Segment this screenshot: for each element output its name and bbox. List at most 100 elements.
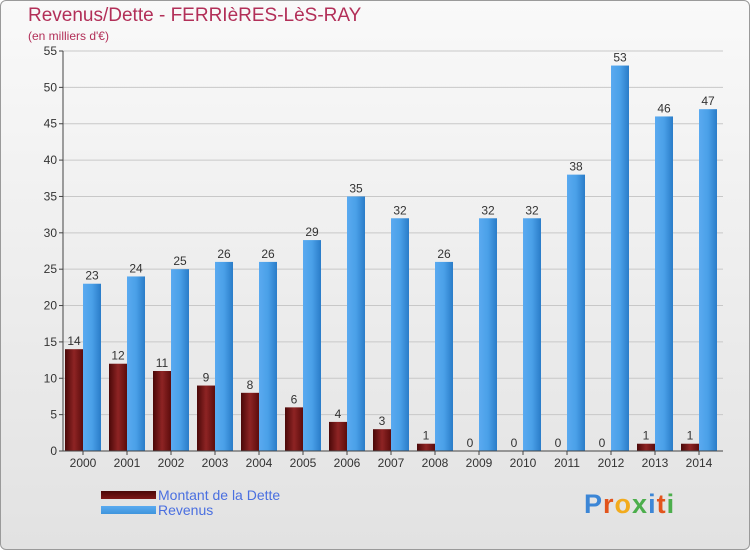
debt-value-label: 14 <box>67 334 81 348</box>
y-tick-label: 25 <box>44 262 58 276</box>
debt-value-label: 0 <box>599 436 606 450</box>
debt-value-label: 4 <box>335 407 342 421</box>
x-tick-label: 2012 <box>598 456 625 470</box>
x-tick-label: 2014 <box>686 456 713 470</box>
debt-value-label: 9 <box>203 371 210 385</box>
debt-bar <box>637 443 655 451</box>
revenue-value-label: 24 <box>129 261 143 275</box>
y-tick-label: 50 <box>44 80 58 94</box>
debt-bar <box>65 349 83 451</box>
y-tick-label: 40 <box>44 153 58 167</box>
revenue-bar <box>127 276 145 451</box>
debt-value-label: 12 <box>111 349 125 363</box>
y-tick-label: 10 <box>44 371 58 385</box>
debt-value-label: 1 <box>643 429 650 443</box>
revenue-bar <box>479 218 497 451</box>
revenue-value-label: 23 <box>85 269 99 283</box>
chart-subtitle: (en milliers d'€) <box>28 29 109 43</box>
y-tick-label: 20 <box>44 299 58 313</box>
revenue-bar <box>83 283 101 451</box>
debt-bar <box>285 407 303 451</box>
y-tick-label: 5 <box>50 408 57 422</box>
revenue-bar <box>171 269 189 451</box>
x-tick-label: 2009 <box>466 456 493 470</box>
data-labels: 1423122411259268266294353321260320320380… <box>67 51 715 450</box>
x-tick-label: 2011 <box>554 456 580 470</box>
logo-letter: t <box>656 489 667 519</box>
legend-item-debt: Montant de la Dette <box>101 487 280 503</box>
x-tick-label: 2004 <box>246 456 273 470</box>
legend-label-revenue: Revenus <box>158 501 214 518</box>
x-tick-label: 2002 <box>158 456 185 470</box>
debt-value-label: 0 <box>511 436 518 450</box>
legend: Montant de la Dette Revenus <box>101 487 280 518</box>
y-tick-label: 45 <box>44 117 58 131</box>
x-tick-label: 2006 <box>334 456 361 470</box>
revenue-bar <box>347 196 365 451</box>
debt-value-label: 8 <box>247 378 254 392</box>
legend-swatch-revenue <box>101 505 156 514</box>
debt-value-label: 0 <box>467 436 474 450</box>
y-tick-label: 0 <box>50 444 57 458</box>
logo-letter: r <box>603 489 615 519</box>
debt-bar <box>681 443 699 451</box>
debt-value-label: 11 <box>156 356 169 370</box>
logo-letter: i <box>648 489 657 519</box>
revenue-value-label: 46 <box>657 101 671 115</box>
y-axis: 0 5 10 15 20 25 30 35 40 45 50 55 <box>44 44 64 458</box>
debt-value-label: 0 <box>555 436 562 450</box>
revenue-bar <box>259 261 277 451</box>
y-tick-label: 55 <box>44 44 58 58</box>
x-tick-label: 2005 <box>290 456 317 470</box>
revenue-bar <box>435 261 453 451</box>
x-tick-label: 2001 <box>114 456 141 470</box>
revenue-bar <box>523 218 541 451</box>
debt-bar <box>109 363 127 451</box>
bar-series <box>65 65 717 452</box>
y-tick-label: 35 <box>44 189 58 203</box>
revenue-value-label: 26 <box>217 247 231 261</box>
revenue-value-label: 38 <box>569 160 583 174</box>
debt-bar <box>373 429 391 451</box>
x-tick-label: 2000 <box>70 456 97 470</box>
x-tick-label: 2010 <box>510 456 537 470</box>
revenue-value-label: 32 <box>393 203 407 217</box>
debt-bar <box>197 385 215 451</box>
revenue-value-label: 26 <box>437 247 451 261</box>
y-tick-label: 30 <box>44 226 58 240</box>
revenue-bar <box>567 174 585 452</box>
revenue-value-label: 29 <box>305 225 319 239</box>
proxiti-logo: Proxiti <box>584 489 675 520</box>
debt-value-label: 3 <box>379 414 386 428</box>
revenue-bar <box>655 116 673 452</box>
debt-bar <box>241 392 259 451</box>
revenue-value-label: 26 <box>261 247 275 261</box>
revenue-bar <box>699 109 717 451</box>
x-tick-label: 2003 <box>202 456 229 470</box>
x-axis: 2000 2001 2002 2003 2004 2005 2006 2007 2008 2009… <box>63 450 723 470</box>
x-tick-label: 2007 <box>378 456 405 470</box>
debt-value-label: 1 <box>687 429 694 443</box>
revenue-value-label: 32 <box>525 203 539 217</box>
logo-letter: o <box>614 489 633 519</box>
revenue-bar <box>303 240 321 451</box>
revenue-value-label: 35 <box>349 181 363 195</box>
logo-letter: i <box>666 489 676 519</box>
revenue-value-label: 25 <box>173 254 187 268</box>
revenue-bar <box>611 65 629 451</box>
revenue-value-label: 47 <box>701 94 715 108</box>
x-tick-label: 2008 <box>422 456 449 470</box>
debt-bar <box>153 371 171 451</box>
x-tick-label: 2013 <box>642 456 669 470</box>
logo-letter: x <box>632 489 649 519</box>
y-tick-label: 15 <box>44 335 58 349</box>
debt-value-label: 1 <box>423 429 430 443</box>
logo-letter: P <box>584 489 604 519</box>
debt-bar <box>417 443 435 451</box>
revenue-bar <box>391 218 409 451</box>
debt-value-label: 6 <box>291 392 298 406</box>
legend-swatch-debt <box>101 490 156 499</box>
revenue-value-label: 32 <box>481 203 495 217</box>
